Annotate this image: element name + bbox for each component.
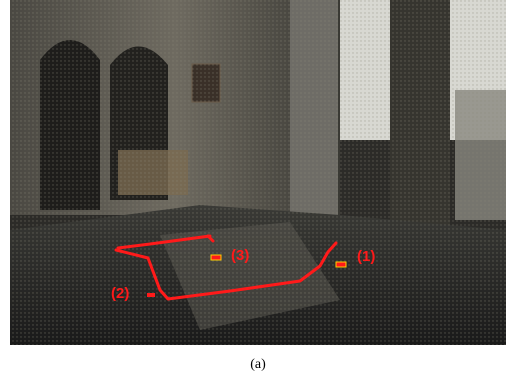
scene <box>10 0 506 345</box>
position-label: (2) <box>111 285 129 302</box>
camera-marker <box>336 262 346 267</box>
position-label: (1) <box>357 248 375 265</box>
point-texture <box>10 0 506 345</box>
figure: (1) (2) (3) (a) <box>0 0 516 383</box>
page: (1) (2) (3) (a) (() => { const data = JS… <box>0 0 516 383</box>
camera-marker <box>211 255 221 260</box>
camera-marker <box>147 293 155 297</box>
caption: (a) <box>250 357 266 372</box>
position-label: (3) <box>231 247 249 264</box>
